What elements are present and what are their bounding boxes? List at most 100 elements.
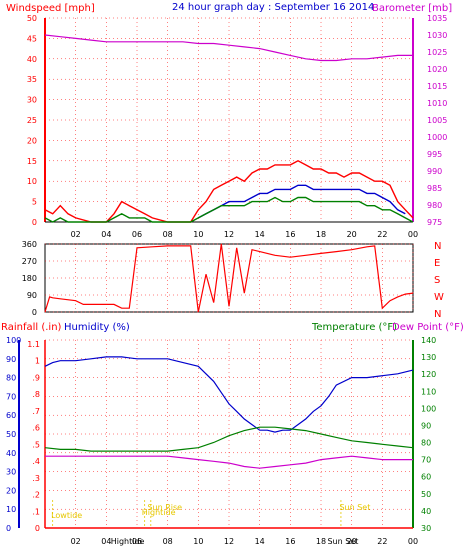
rain-tick-label: .7 xyxy=(32,407,40,416)
cardinal-label: N xyxy=(434,309,441,320)
humidity-tick-label: 30 xyxy=(6,468,16,477)
wind-tick-label: 35 xyxy=(27,75,37,84)
baro-tick-label: 995 xyxy=(427,150,442,159)
wind-direction-panel: 0 90 180 270 360 xyxy=(22,240,414,317)
cardinal-label: W xyxy=(434,292,444,303)
rain-tick-label: .9 xyxy=(32,373,40,382)
humidity-tick-label: 10 xyxy=(6,505,16,514)
temperature-line xyxy=(44,426,414,452)
x-tick-label: 00 xyxy=(408,230,418,239)
humidity-tick-label: 50 xyxy=(6,430,16,439)
x-tick-label: 10 xyxy=(193,230,203,239)
x-tick-label: 08 xyxy=(163,230,173,239)
barometer-axis-title: Barometer [mb] xyxy=(372,3,452,14)
humidity-tick-label: 100 xyxy=(6,336,21,345)
baro-tick-label: 1010 xyxy=(427,99,447,108)
baro-tick-label: 975 xyxy=(427,218,442,227)
baro-tick-label: 990 xyxy=(427,167,442,176)
x-tick-label: Hightide xyxy=(111,537,145,546)
temp-tick-label: 80 xyxy=(421,439,431,448)
x-tick-label: 14 xyxy=(255,537,265,546)
x-tick-label: 12 xyxy=(224,230,234,239)
temp-tick-label: 40 xyxy=(421,507,431,516)
baro-tick-label: 980 xyxy=(427,201,442,210)
baro-tick-label: 1025 xyxy=(427,48,447,57)
dewpoint-line xyxy=(45,455,413,469)
direction-tick-label: 90 xyxy=(27,291,37,300)
rain-tick-label: 0 xyxy=(35,524,40,533)
temp-tick-label: 120 xyxy=(421,370,436,379)
x-tick-label: 22 xyxy=(377,230,387,239)
wind-baro-panel: 0510152025303540455097598098599099510001… xyxy=(27,14,448,239)
direction-tick-label: 270 xyxy=(22,257,37,266)
rain-tick-label: .1 xyxy=(32,507,40,516)
wind-tick-label: 30 xyxy=(27,96,37,105)
windspeed-axis-title: Windspeed [mph] xyxy=(6,3,95,14)
temp-tick-label: 100 xyxy=(421,404,436,413)
rain-tick-label: .2 xyxy=(32,491,40,500)
temp-tick-label: 60 xyxy=(421,473,431,482)
baro-tick-label: 1015 xyxy=(427,82,447,91)
x-tick-label: 20 xyxy=(347,537,357,546)
x-tick-label: 08 xyxy=(163,537,173,546)
x-tick-label: 02 xyxy=(71,230,81,239)
event-label: Hightide xyxy=(142,508,176,517)
x-tick-label: 14 xyxy=(255,230,265,239)
x-tick-label: 22 xyxy=(377,537,387,546)
event-label: Lowtide xyxy=(51,511,82,520)
x-tick-label: 06 xyxy=(132,230,142,239)
wind-tick-label: 0 xyxy=(32,218,37,227)
temperature-axis-title: Temperature (°F) xyxy=(311,322,397,333)
rain-tick-label: .4 xyxy=(32,457,40,466)
temp-tick-label: 130 xyxy=(421,353,436,362)
humidity-tick-label: 20 xyxy=(6,486,16,495)
wind_avg-line xyxy=(44,196,414,223)
wind-tick-label: 15 xyxy=(27,157,37,166)
rain-tick-label: .3 xyxy=(32,474,40,483)
wind_mid-line xyxy=(197,184,406,219)
wind-tick-label: 20 xyxy=(27,136,37,145)
x-tick-label: 04 xyxy=(101,230,111,239)
humidity-tick-label: 0 xyxy=(6,524,11,533)
baro-tick-label: 1000 xyxy=(427,133,447,142)
wind-tick-label: 50 xyxy=(27,14,37,23)
humidity-temperature-panel: 01020304050607080901000.1.2.3.4.5.6.7.8.… xyxy=(6,336,436,546)
humidity-line xyxy=(44,356,414,433)
graph-title: 24 hour graph day : September 16 2014 xyxy=(172,2,374,13)
barometer-line xyxy=(44,34,413,62)
wind-tick-label: 25 xyxy=(27,116,37,125)
humidity-tick-label: 40 xyxy=(6,449,16,458)
direction-tick-label: 0 xyxy=(32,308,37,317)
x-tick-label: 12 xyxy=(224,537,234,546)
temp-tick-label: 140 xyxy=(421,336,436,345)
baro-tick-label: 985 xyxy=(427,184,442,193)
humidity-tick-label: 60 xyxy=(6,411,16,420)
x-tick-label: 10 xyxy=(193,537,203,546)
x-tick-label: 16 xyxy=(285,537,295,546)
rain-tick-label: .6 xyxy=(32,424,40,433)
wind-tick-label: 40 xyxy=(27,55,37,64)
rainfall-axis-title: Rainfall (.in) xyxy=(1,322,62,333)
baro-tick-label: 1005 xyxy=(427,116,447,125)
x-tick-label: 20 xyxy=(347,230,357,239)
x-tick-label: 06 xyxy=(132,537,142,546)
cardinal-label: S xyxy=(434,275,440,286)
baro-tick-label: 1030 xyxy=(427,31,447,40)
humidity-tick-label: 80 xyxy=(6,374,16,383)
direction-tick-label: 360 xyxy=(22,240,37,249)
direction-tick-label: 180 xyxy=(22,274,37,283)
x-tick-label: 18 xyxy=(316,537,326,546)
wind-tick-label: 45 xyxy=(27,34,37,43)
dewpoint-axis-title: Dew Point (°F) xyxy=(392,322,464,333)
rain-tick-label: .5 xyxy=(32,440,40,449)
cardinal-label: E xyxy=(434,258,440,269)
temp-tick-label: 30 xyxy=(421,524,431,533)
temp-tick-label: 110 xyxy=(421,387,436,396)
x-tick-label: Sun Set xyxy=(327,537,358,546)
cardinal-label: N xyxy=(434,241,441,252)
rain-tick-label: 1 xyxy=(35,357,40,366)
temp-tick-label: 70 xyxy=(421,456,431,465)
baro-tick-label: 1035 xyxy=(427,14,447,23)
